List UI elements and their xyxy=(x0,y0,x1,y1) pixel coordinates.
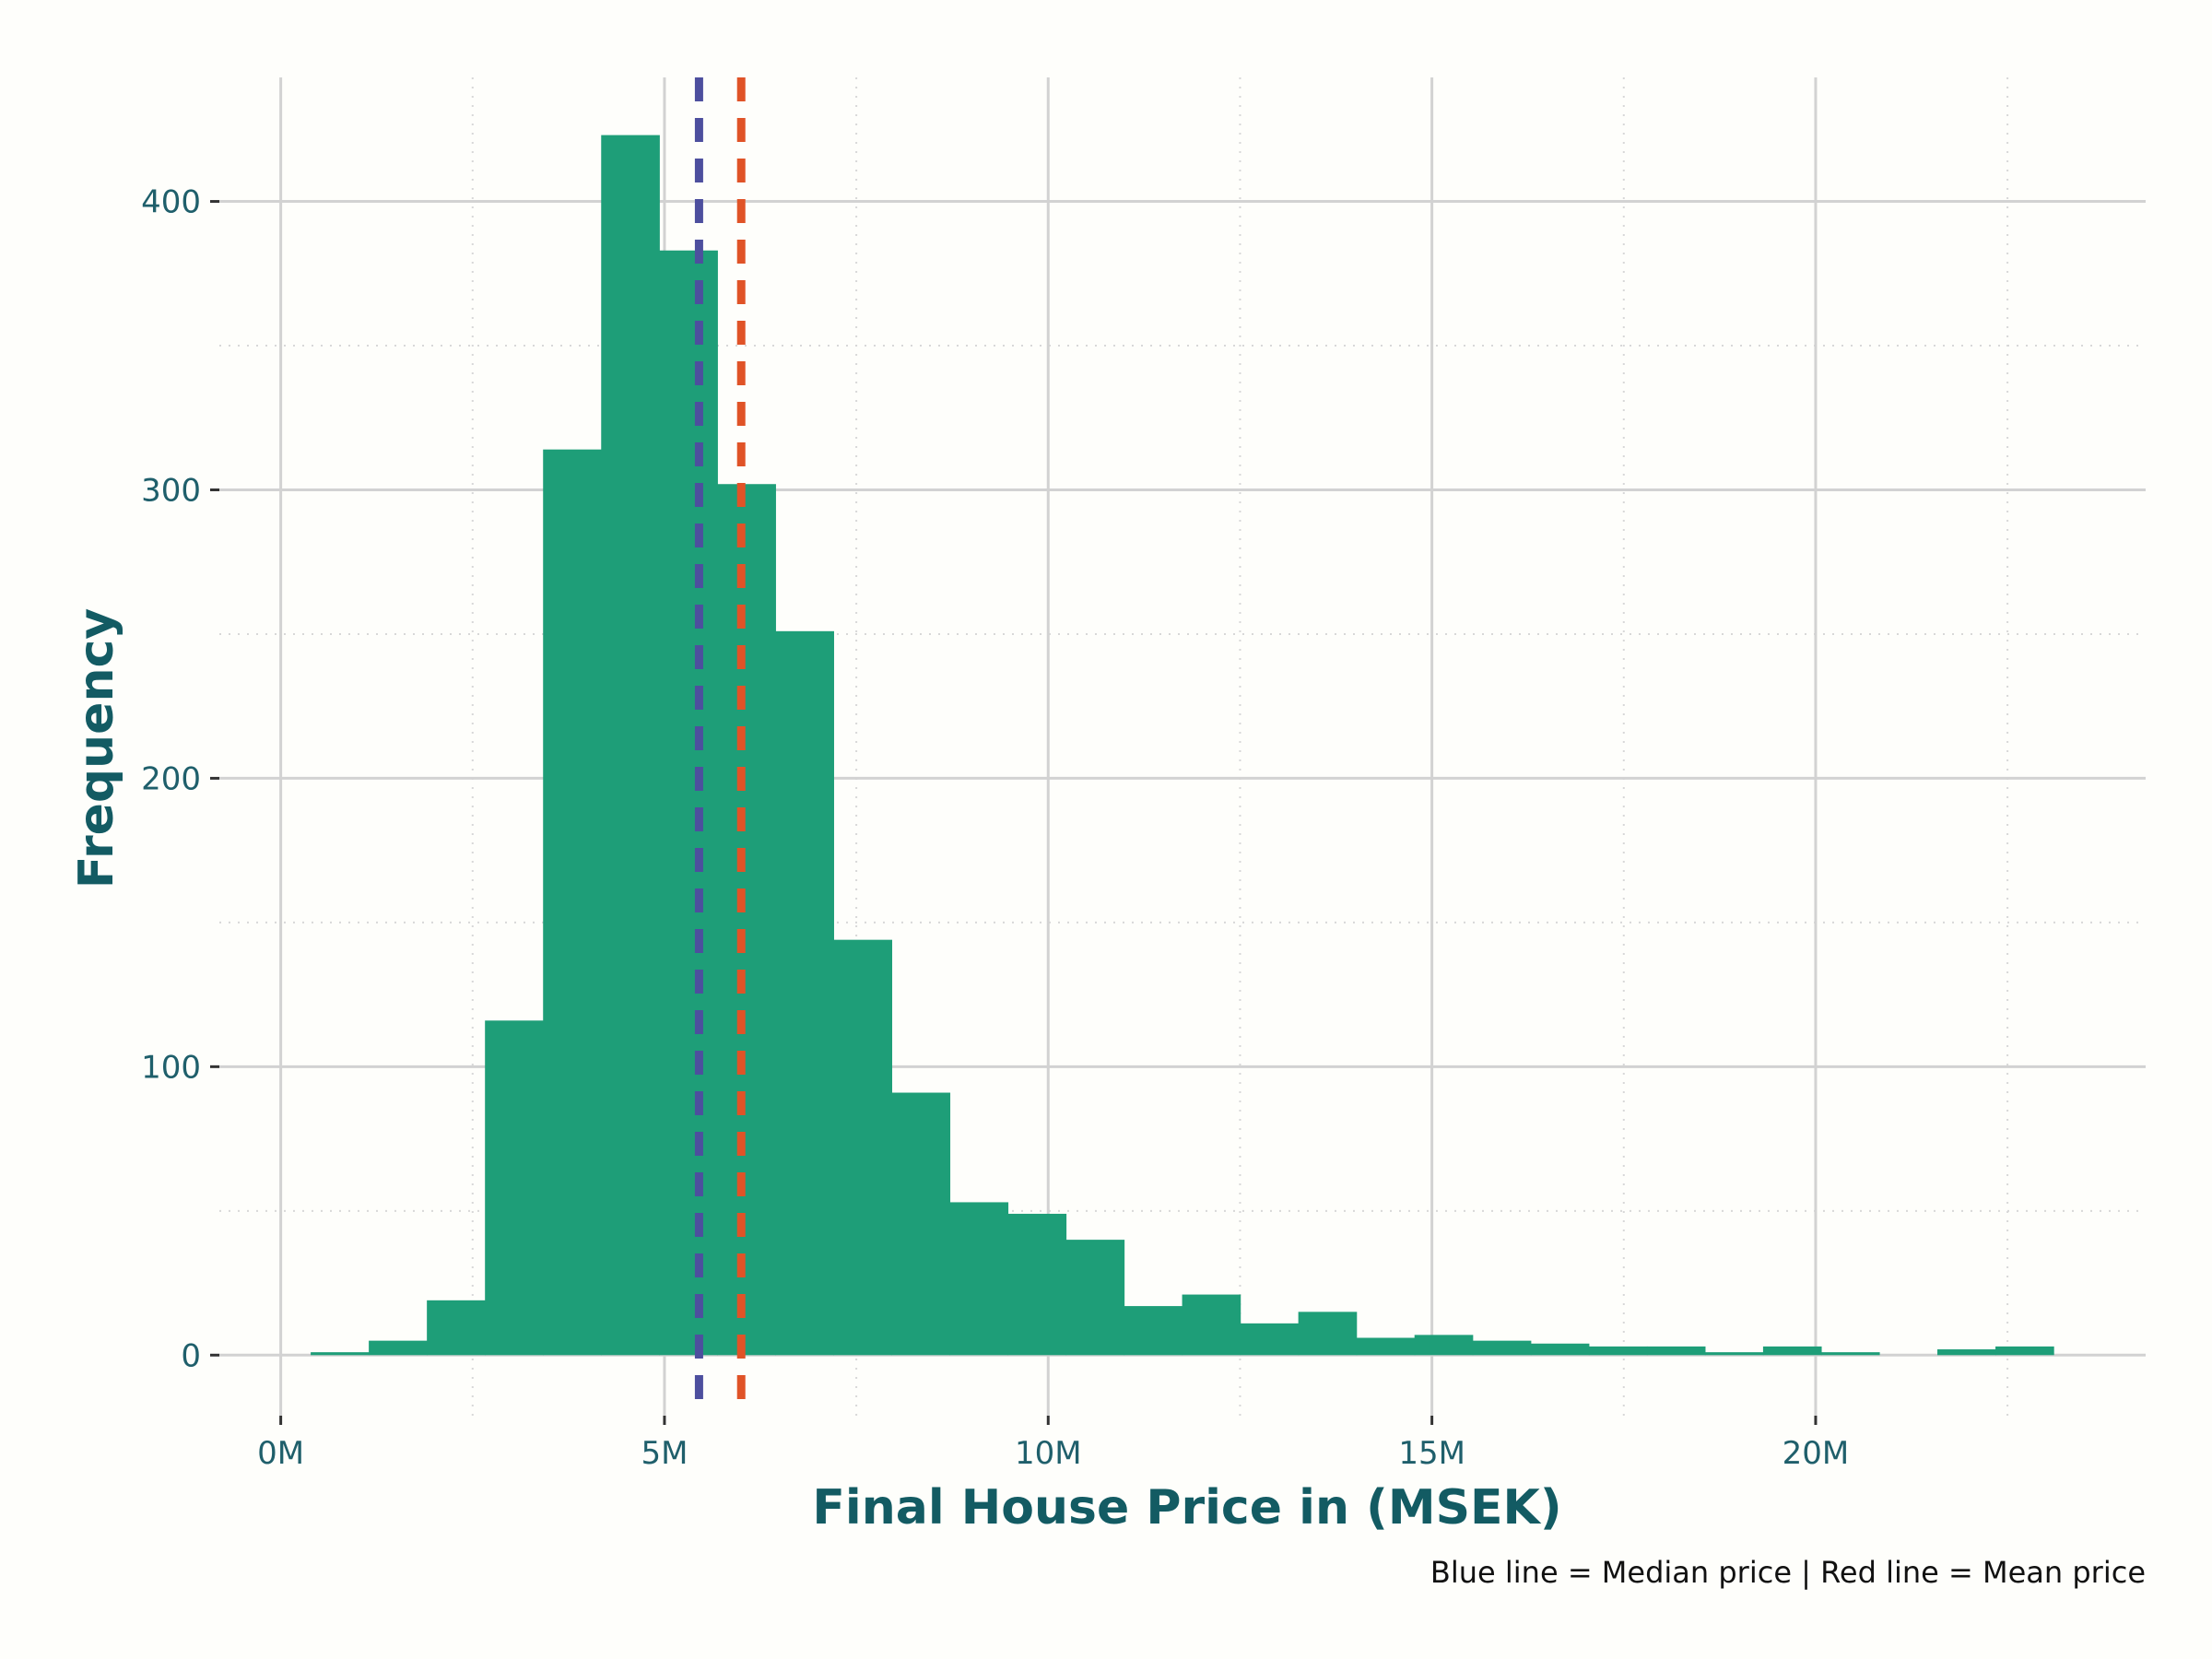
y-tick-label: 400 xyxy=(141,184,201,221)
histogram-bar xyxy=(1182,1294,1241,1356)
histogram-bar xyxy=(1588,1346,1648,1356)
histogram-bar xyxy=(601,135,660,1356)
histogram-bar xyxy=(1995,1346,2054,1356)
x-tick-label: 20M xyxy=(1783,1435,1850,1472)
histogram-bar xyxy=(427,1300,486,1356)
chart-caption: Blue line = Median price | Red line = Me… xyxy=(1430,1555,2146,1590)
reference-lines xyxy=(694,77,746,1416)
histogram-bar xyxy=(717,484,776,1356)
histogram-bar xyxy=(1937,1349,1996,1356)
x-tick-label: 5M xyxy=(641,1435,688,1472)
x-axis-title: Final House Price in (MSEK) xyxy=(812,1480,1561,1535)
x-tick-label: 0M xyxy=(257,1435,304,1472)
histogram-bar xyxy=(1124,1306,1183,1356)
x-tick-label: 10M xyxy=(1015,1435,1082,1472)
y-tick-label: 200 xyxy=(141,760,201,797)
histogram-bar xyxy=(1530,1343,1590,1356)
y-tick-label: 300 xyxy=(141,472,201,509)
y-tick-label: 100 xyxy=(141,1049,201,1086)
histogram-bar xyxy=(659,250,718,1356)
histogram-bar xyxy=(1762,1346,1822,1356)
histogram-bar xyxy=(543,449,602,1356)
axis-ticks xyxy=(210,200,1818,1425)
histogram-bar xyxy=(1414,1335,1474,1356)
histogram-bar xyxy=(949,1202,1009,1356)
histogram-bar xyxy=(1704,1352,1764,1356)
histogram-bar xyxy=(775,630,834,1356)
histogram-bar xyxy=(485,1020,544,1356)
tick-labels: 0M 5M 10M 15M 20M 0 100 200 300 400 xyxy=(141,184,1849,1472)
x-tick-label: 15M xyxy=(1398,1435,1465,1472)
y-axis-title: Frequency xyxy=(69,608,124,888)
y-tick-label: 0 xyxy=(181,1337,201,1374)
histogram-bar xyxy=(1356,1337,1416,1356)
histogram-bars xyxy=(311,135,2054,1356)
histogram-bar xyxy=(1820,1352,1880,1356)
histogram-bar xyxy=(1240,1323,1300,1356)
histogram-bar xyxy=(833,939,893,1356)
histogram-bar xyxy=(311,1352,370,1356)
histogram-bar xyxy=(1646,1346,1706,1356)
histogram-bar xyxy=(369,1340,428,1356)
histogram-bar xyxy=(1065,1240,1125,1356)
histogram-bar xyxy=(1472,1340,1532,1356)
histogram-bar xyxy=(1007,1213,1067,1356)
histogram-bar xyxy=(1298,1312,1358,1356)
histogram-bar xyxy=(891,1092,951,1356)
